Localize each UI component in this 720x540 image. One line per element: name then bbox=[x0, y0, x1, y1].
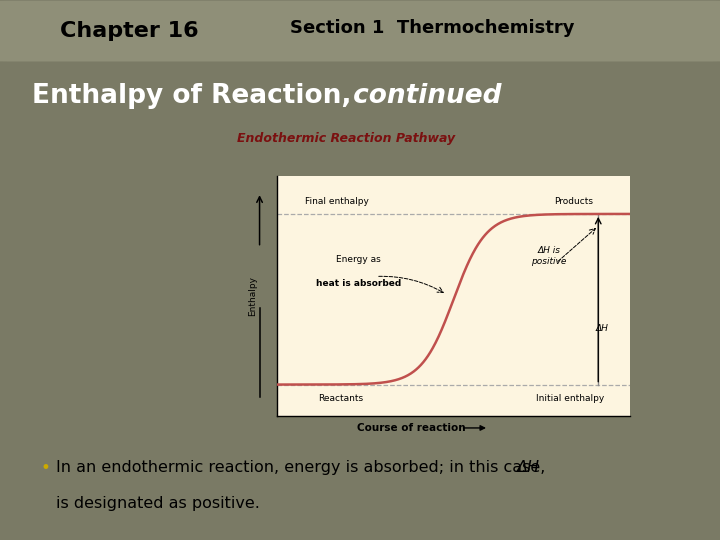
Text: Energy as: Energy as bbox=[336, 255, 381, 265]
Text: heat is absorbed: heat is absorbed bbox=[315, 279, 401, 288]
Text: Initial enthalpy: Initial enthalpy bbox=[536, 394, 604, 403]
Text: Course of reaction: Course of reaction bbox=[357, 423, 466, 433]
Text: •: • bbox=[40, 459, 50, 477]
Text: Enthalpy: Enthalpy bbox=[248, 275, 257, 316]
Text: Section 1  Thermochemistry: Section 1 Thermochemistry bbox=[289, 19, 575, 37]
Text: ΔH: ΔH bbox=[595, 323, 608, 333]
FancyBboxPatch shape bbox=[0, 1, 720, 62]
Text: ΔH is
positive: ΔH is positive bbox=[531, 246, 567, 266]
Text: is designated as positive.: is designated as positive. bbox=[56, 496, 260, 511]
Text: Final enthalpy: Final enthalpy bbox=[305, 197, 369, 206]
Text: Enthalpy of Reaction,: Enthalpy of Reaction, bbox=[32, 83, 352, 109]
Text: Endothermic Reaction Pathway: Endothermic Reaction Pathway bbox=[237, 132, 455, 145]
Text: ΔH: ΔH bbox=[516, 460, 539, 475]
Text: Reactants: Reactants bbox=[318, 394, 364, 403]
Text: continued: continued bbox=[344, 83, 502, 109]
Text: Chapter 16: Chapter 16 bbox=[60, 21, 199, 41]
Text: In an endothermic reaction, energy is absorbed; in this case,: In an endothermic reaction, energy is ab… bbox=[56, 460, 550, 475]
Text: Products: Products bbox=[554, 197, 593, 206]
